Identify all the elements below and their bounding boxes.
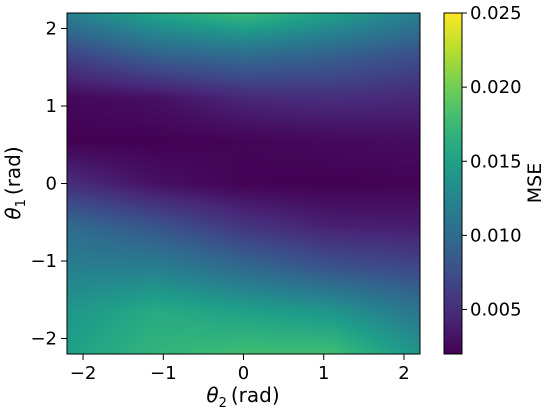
colorbar bbox=[444, 13, 462, 354]
colorbar-tick-label: 0.020 bbox=[470, 77, 522, 98]
x-tick-label: −2 bbox=[70, 363, 97, 384]
x-tick-label: 2 bbox=[398, 363, 409, 384]
x-tick-label: 0 bbox=[238, 363, 249, 384]
colorbar-tick-label: 0.025 bbox=[470, 3, 522, 24]
colorbar-tick-label: 0.005 bbox=[470, 300, 522, 321]
colorbar-label: MSE bbox=[524, 163, 546, 203]
y-tick-label: 1 bbox=[46, 96, 57, 117]
y-tick-label: 0 bbox=[46, 174, 57, 195]
colorbar-frame bbox=[443, 12, 463, 355]
x-axis-ticks: −2 −1 0 1 2 bbox=[70, 354, 410, 384]
y-axis-ticks: −2 −1 0 1 2 bbox=[30, 19, 67, 350]
colorbar-tick-label: 0.015 bbox=[470, 151, 522, 172]
y-axis-label: θ1(rad) bbox=[1, 146, 29, 219]
y-tick-label: −2 bbox=[30, 329, 57, 350]
x-tick-label: −1 bbox=[150, 363, 177, 384]
x-axis-label: θ2 (rad) bbox=[206, 383, 279, 411]
colorbar-ticks: 0.005 0.010 0.015 0.020 0.025 bbox=[462, 3, 522, 321]
x-tick-label: 1 bbox=[318, 363, 329, 384]
y-tick-label: −1 bbox=[30, 251, 57, 272]
y-tick-label: 2 bbox=[46, 19, 57, 40]
heatmap-plot-area bbox=[67, 13, 420, 354]
colorbar-tick-label: 0.010 bbox=[470, 225, 522, 246]
